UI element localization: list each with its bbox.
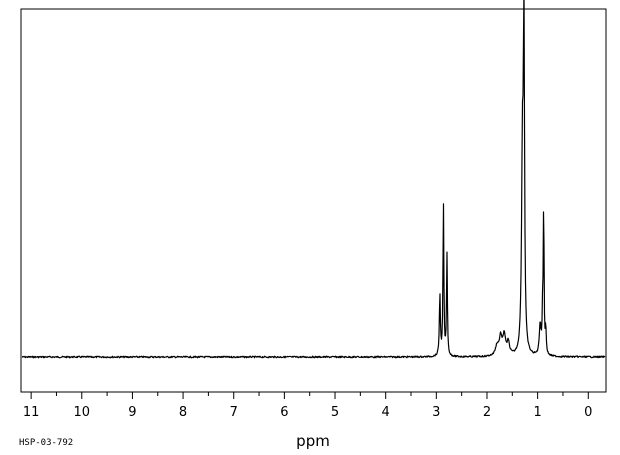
x-tick-label: 7 [230, 405, 238, 420]
x-tick-label: 5 [331, 405, 339, 420]
plot-frame [20, 8, 607, 393]
spectrum-line [21, 0, 606, 359]
x-tick-label: 0 [584, 405, 592, 420]
x-tick-label: 10 [74, 405, 91, 420]
spectrum-code-label: HSP-03-792 [19, 438, 73, 448]
x-tick-label: 3 [432, 405, 440, 420]
x-tick-label: 11 [23, 405, 40, 420]
x-axis-tick-labels: 11 10 9 8 7 6 5 4 3 2 1 0 [23, 405, 593, 420]
x-tick-label: 9 [128, 405, 136, 420]
x-tick-label: 1 [533, 405, 541, 420]
x-tick-label: 4 [382, 405, 390, 420]
x-tick-label: 8 [179, 405, 187, 420]
x-axis-label: ppm [296, 432, 330, 450]
x-tick-label: 6 [280, 405, 288, 420]
x-axis-ticks [30, 392, 589, 399]
x-tick-label: 2 [483, 405, 491, 420]
